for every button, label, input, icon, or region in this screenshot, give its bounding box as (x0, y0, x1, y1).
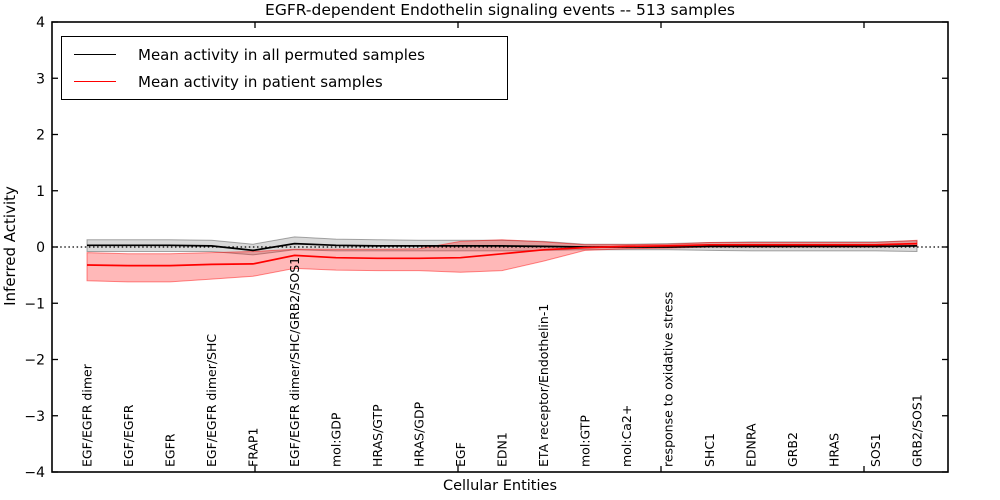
x-category-label: EGF/EGFR (121, 404, 136, 467)
legend-line-sample-red (74, 81, 116, 82)
legend: Mean activity in all permuted samples Me… (61, 36, 508, 100)
x-category-label: mol:GTP (578, 415, 593, 467)
x-category-label: GRB2 (785, 432, 800, 467)
legend-line-sample-black (74, 54, 116, 55)
y-tick-label: 1 (36, 184, 45, 200)
x-category-label: mol:Ca2+ (619, 405, 634, 467)
x-category-label: EGF (453, 442, 468, 467)
patient-mean-line (86, 242, 918, 267)
y-tick-label: 2 (36, 128, 45, 144)
y-tick-label: 0 (36, 240, 45, 256)
x-category-label: EDNRA (744, 423, 759, 467)
x-category-label: SHC1 (702, 433, 717, 467)
x-category-label: SOS1 (868, 433, 883, 467)
legend-label-patient: Mean activity in patient samples (138, 72, 383, 91)
y-tick-label: −3 (24, 409, 45, 425)
x-category-label: HRAS/GTP (370, 404, 385, 467)
x-axis-label: Cellular Entities (442, 478, 558, 494)
y-tick-label: 4 (36, 15, 45, 31)
chart-title: EGFR-dependent Endothelin signaling even… (265, 1, 735, 19)
y-tick-label: −2 (24, 353, 45, 369)
y-tick-label: −4 (24, 465, 45, 481)
x-category-label: EGFR (163, 433, 178, 467)
x-category-label: ETA receptor/Endothelin-1 (536, 304, 551, 467)
legend-item-patient: Mean activity in patient samples (74, 73, 507, 91)
x-category-label: GRB2/SOS1 (910, 394, 925, 467)
x-category-label: EGF/EGFR dimer (80, 363, 95, 467)
x-category-label: EGF/EGFR dimer/SHC (204, 334, 219, 467)
x-category-label: response to oxidative stress (661, 292, 676, 467)
x-category-label: FRAP1 (246, 428, 261, 467)
x-category-label: HRAS/GDP (412, 401, 427, 467)
legend-label-permuted: Mean activity in all permuted samples (138, 45, 425, 64)
legend-item-permuted: Mean activity in all permuted samples (74, 46, 507, 64)
x-category-label: HRAS (827, 433, 842, 467)
y-tick-label: −1 (24, 296, 45, 312)
x-category-label: EGF/EGFR dimer/SHC/GRB2/SOS1 (287, 257, 302, 467)
x-category-label: mol:GDP (329, 412, 344, 467)
permuted-mean-line (87, 242, 918, 252)
y-tick-label: 3 (36, 71, 45, 87)
x-category-label: EDN1 (495, 432, 510, 467)
